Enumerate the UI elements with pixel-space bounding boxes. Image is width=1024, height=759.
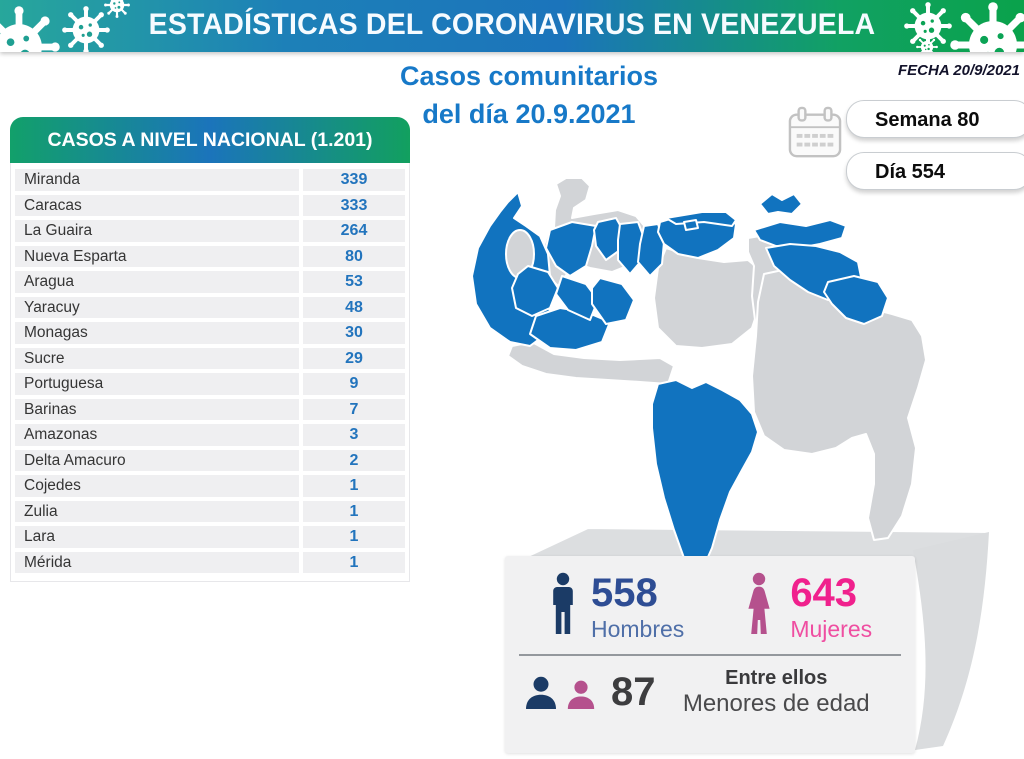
state-cases-cell: 1 — [303, 500, 405, 522]
table-row: Portuguesa 9 — [15, 373, 405, 395]
state-cases-cell: 1 — [303, 475, 405, 497]
national-cases-table: CASOS A NIVEL NACIONAL (1.201) Miranda 33… — [10, 117, 410, 582]
state-cases-cell: 7 — [303, 398, 405, 420]
map-state-merida — [511, 265, 559, 317]
state-cases-cell: 29 — [303, 347, 405, 369]
state-name-cell: Mérida — [15, 551, 299, 573]
map-state-bolivar — [751, 267, 927, 541]
minors-stat: 87 Entre ellos Menores de edad — [505, 656, 915, 718]
map-state-cojedes — [591, 277, 635, 325]
state-cases-cell: 2 — [303, 449, 405, 471]
date-label: FECHA 20/9/2021 — [897, 62, 1020, 79]
men-count: 558 — [591, 571, 658, 615]
state-name-cell: Cojedes — [15, 475, 299, 497]
table-row: La Guaira 264 — [15, 220, 405, 242]
state-name-cell: Portuguesa — [15, 373, 299, 395]
table-row: Aragua 53 — [15, 271, 405, 293]
state-cases-cell: 3 — [303, 424, 405, 446]
table-row: Monagas 30 — [15, 322, 405, 344]
women-count: 643 — [790, 571, 858, 615]
man-bust-icon — [526, 676, 556, 709]
minors-count: 87 — [611, 670, 656, 714]
man-icon — [553, 572, 573, 634]
state-cases-cell: 339 — [303, 169, 405, 191]
state-cases-cell: 53 — [303, 271, 405, 293]
map-state-portuguesa — [555, 275, 599, 321]
panel-shadow — [913, 532, 989, 750]
state-cases-cell: 1 — [303, 551, 405, 573]
day-badge: Día 554 — [846, 152, 1024, 190]
state-name-cell: Monagas — [15, 322, 299, 344]
state-name-cell: Yaracuy — [15, 296, 299, 318]
table-row: Mérida 1 — [15, 551, 405, 573]
table-row: Nueva Esparta 80 — [15, 245, 405, 267]
minors-label-line1: Entre ellos — [725, 667, 828, 689]
state-name-cell: Zulia — [15, 500, 299, 522]
men-label: Hombres — [591, 616, 685, 642]
week-badge: Semana 80 — [846, 100, 1024, 138]
state-name-cell: Aragua — [15, 271, 299, 293]
map-state-caracas — [683, 219, 699, 231]
state-name-cell: Barinas — [15, 398, 299, 420]
state-cases-cell: 80 — [303, 245, 405, 267]
map-state-amazonas — [651, 379, 759, 573]
table-row: Barinas 7 — [15, 398, 405, 420]
map-state-yaracuy — [593, 217, 625, 261]
panel-divider — [519, 654, 901, 656]
page-title: ESTADÍSTICAS DEL CORONAVIRUS EN VENEZUEL… — [148, 8, 876, 41]
state-name-cell: Lara — [15, 526, 299, 548]
table-row: Lara 1 — [15, 526, 405, 548]
state-name-cell: Delta Amacuro — [15, 449, 299, 471]
state-name-cell: Amazonas — [15, 424, 299, 446]
state-name-cell: Nueva Esparta — [15, 245, 299, 267]
subtitle-line2: del día 20.9.2021 — [422, 99, 636, 129]
state-cases-cell: 48 — [303, 296, 405, 318]
state-cases-cell: 9 — [303, 373, 405, 395]
state-cases-cell: 30 — [303, 322, 405, 344]
venezuela-map — [471, 177, 993, 573]
table-row: Caracas 333 — [15, 194, 405, 216]
state-name-cell: La Guaira — [15, 220, 299, 242]
map-state-guarico — [653, 247, 763, 349]
map-state-lara — [545, 221, 597, 277]
state-name-cell: Miranda — [15, 169, 299, 191]
table-row: Zulia 1 — [15, 500, 405, 522]
cases-table-body: Miranda 339 Caracas 333 La Guaira 264 Nueva Es… — [10, 163, 410, 582]
woman-bust-icon — [567, 680, 595, 709]
minors-label-line2: Menores de edad — [682, 690, 870, 717]
state-name-cell: Caracas — [15, 194, 299, 216]
women-label: Mujeres — [790, 616, 873, 642]
map-state-sucre — [753, 219, 847, 249]
map-state-apure — [507, 341, 675, 385]
calendar-icon — [788, 106, 842, 158]
table-row: Delta Amacuro 2 — [15, 449, 405, 471]
demographics-panel: 558 Hombres 643 Mujeres — [505, 556, 915, 753]
state-cases-cell: 264 — [303, 220, 405, 242]
state-cases-cell: 1 — [303, 526, 405, 548]
map-state-nueva-esparta — [759, 193, 803, 215]
woman-icon — [748, 572, 770, 634]
table-row: Cojedes 1 — [15, 475, 405, 497]
subtitle-line1: Casos comunitarios — [399, 61, 659, 91]
table-row: Miranda 339 — [15, 169, 405, 191]
map-state-delta-amacuro — [823, 275, 889, 325]
state-cases-cell: 333 — [303, 194, 405, 216]
table-row: Amazonas 3 — [15, 424, 405, 446]
table-row: Sucre 29 — [15, 347, 405, 369]
table-row: Yaracuy 48 — [15, 296, 405, 318]
report-subtitle: Casos comunitarios del día 20.9.2021 — [368, 57, 690, 133]
men-stat: 558 Hombres — [549, 572, 684, 644]
women-stat: 643 Mujeres — [742, 572, 872, 644]
table-header: CASOS A NIVEL NACIONAL (1.201) — [10, 117, 410, 163]
state-name-cell: Sucre — [15, 347, 299, 369]
header-banner: ESTADÍSTICAS DEL CORONAVIRUS EN VENEZUEL… — [0, 0, 1024, 52]
